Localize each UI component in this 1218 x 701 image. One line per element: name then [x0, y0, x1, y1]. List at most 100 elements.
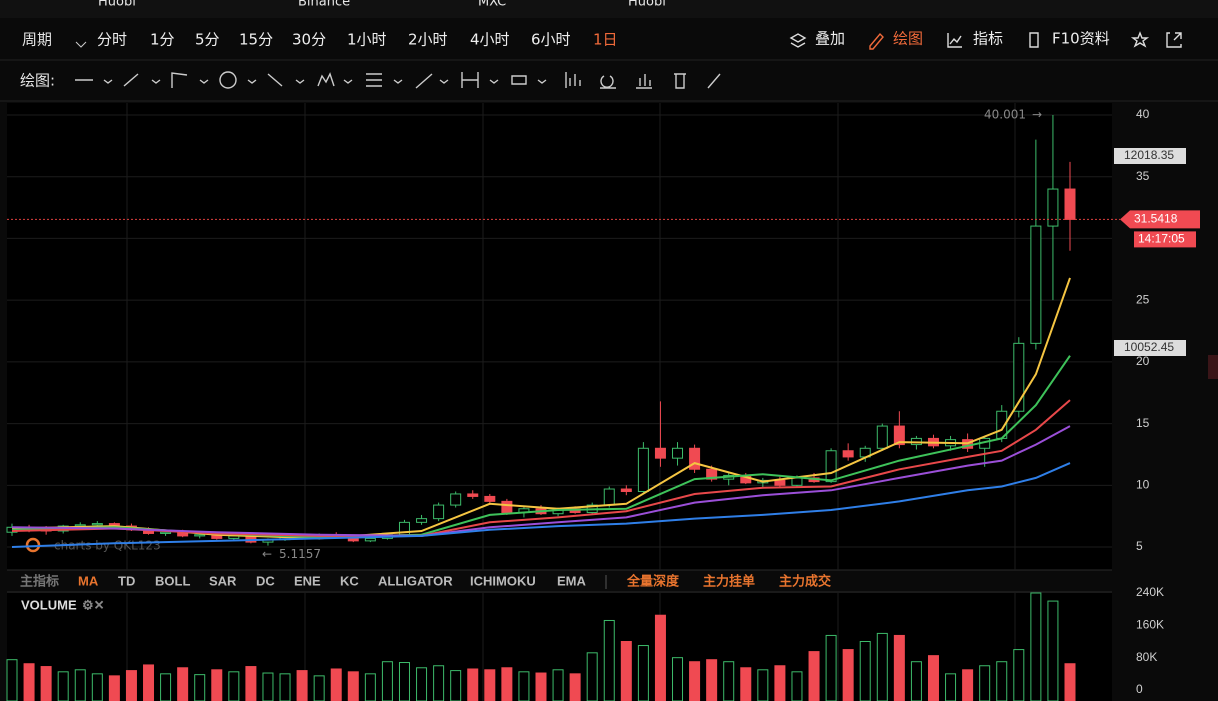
indicator-tab[interactable]: DC [256, 573, 275, 588]
volume-bar [552, 669, 564, 701]
dropdown-icon[interactable] [75, 41, 87, 48]
volume-bar [279, 673, 291, 701]
period-option[interactable]: 1小时 [347, 31, 387, 49]
indicator-tab[interactable]: 全量深度 [626, 573, 680, 588]
period-option[interactable]: 1日 [593, 31, 618, 49]
volume-bar [791, 671, 803, 701]
low-arrow: ← [262, 547, 272, 561]
candle-body [637, 447, 649, 492]
period-option[interactable]: 6小时 [531, 31, 571, 49]
volume-bar [603, 619, 615, 701]
high-label: 40.001 [984, 107, 1026, 121]
indicator-tab[interactable]: KC [340, 573, 359, 588]
volume-bar [245, 666, 257, 701]
volume-bar [842, 649, 854, 701]
volume-bar [723, 661, 735, 701]
period-option[interactable]: 4小时 [470, 31, 510, 49]
candle-body [91, 523, 103, 526]
indicator-tab[interactable]: EMA [557, 573, 587, 588]
indicator-tab[interactable]: ICHIMOKU [470, 573, 536, 588]
y-tick-label: 5 [1136, 539, 1143, 553]
period-option[interactable]: 5分 [195, 31, 220, 49]
volume-bar [586, 652, 598, 701]
settings-icon[interactable]: ⚙✕ [82, 597, 105, 612]
plot-area [7, 103, 1112, 570]
volume-bar [1030, 592, 1042, 701]
candle-body [689, 447, 701, 470]
indicator-tab[interactable]: BOLL [155, 573, 190, 588]
indicator-tab[interactable]: SAR [209, 573, 237, 588]
last-price-tag [1120, 210, 1200, 229]
volume-bar [1064, 663, 1076, 701]
volume-bar [774, 665, 786, 701]
exchange-tab[interactable]: Huobi [628, 0, 666, 10]
candle-body [672, 447, 684, 459]
volume-bar [945, 673, 957, 701]
candle-body [160, 531, 172, 534]
volume-bar [433, 665, 445, 701]
indicator-tab: 主指标 [20, 573, 59, 588]
volume-bar [910, 661, 922, 701]
ma-line [11, 277, 1071, 540]
volume-bar [637, 645, 649, 701]
period-option[interactable]: 2小时 [408, 31, 448, 49]
edge-marker [1208, 355, 1218, 379]
low-label: 5.1157 [279, 547, 321, 561]
candle-body [194, 534, 206, 537]
volume-bar [876, 632, 888, 701]
ma-line [11, 462, 1071, 548]
volume-bar [347, 671, 359, 701]
volume-bar [672, 657, 684, 701]
top-icons[interactable] [789, 31, 1182, 50]
toolbar-button[interactable]: 绘图 [893, 30, 923, 48]
volume-bar [228, 671, 240, 701]
y-tick-label: 35 [1136, 169, 1150, 183]
candle-body [364, 537, 376, 542]
period-option[interactable]: 15分 [239, 31, 273, 49]
exchange-tab[interactable]: Huobi [98, 0, 136, 10]
indicator-tab[interactable]: ENE [294, 573, 321, 588]
draw-tools[interactable] [75, 71, 721, 89]
volume-bar [962, 669, 974, 701]
volume-bar [1013, 649, 1025, 701]
volume-bar [313, 675, 325, 701]
volume-bar [689, 661, 701, 701]
volume-bar [91, 673, 103, 701]
volume-bar [1047, 600, 1059, 701]
volume-bar [160, 673, 172, 701]
volume-bar [927, 655, 939, 701]
period-option[interactable]: 分时 [97, 31, 127, 49]
toolbar-button[interactable]: 指标 [973, 30, 1003, 48]
candle-body [1013, 342, 1025, 412]
period-option[interactable]: 1分 [150, 31, 175, 49]
indicator-tab[interactable]: 主力成交 [779, 573, 831, 588]
toolbar-button[interactable]: 叠加 [815, 30, 845, 48]
side-label: 12018.35 [1124, 148, 1174, 162]
volume-tick-label: 0 [1136, 682, 1143, 696]
candle-body [1047, 188, 1059, 227]
volume-bar [108, 675, 120, 701]
volume-bar [757, 669, 769, 701]
watermark-logo [25, 537, 41, 553]
volume-bar [381, 661, 393, 701]
toolbar-button[interactable]: F10资料 [1052, 30, 1110, 48]
side-label-box [1114, 340, 1186, 356]
candle-body [416, 518, 428, 523]
indicator-tab[interactable]: TD [118, 573, 135, 588]
volume-bar [194, 674, 206, 701]
candle-body [620, 488, 632, 492]
indicator-tab[interactable]: ALLIGATOR [378, 573, 453, 588]
volume-tick-label: 80K [1136, 650, 1157, 664]
candle-body [791, 477, 803, 486]
period-option[interactable]: 30分 [292, 31, 326, 49]
candle-body [501, 500, 513, 513]
indicator-tab[interactable]: 主力挂单 [703, 573, 755, 588]
volume-bar [398, 662, 410, 701]
indicator-tab[interactable]: MA [78, 573, 99, 588]
exchange-tab[interactable]: Binance [298, 0, 350, 10]
volume-bar [262, 672, 274, 701]
volume-bar [569, 673, 581, 701]
exchange-tab[interactable]: MXC [478, 0, 506, 10]
countdown-tag [1134, 231, 1196, 248]
